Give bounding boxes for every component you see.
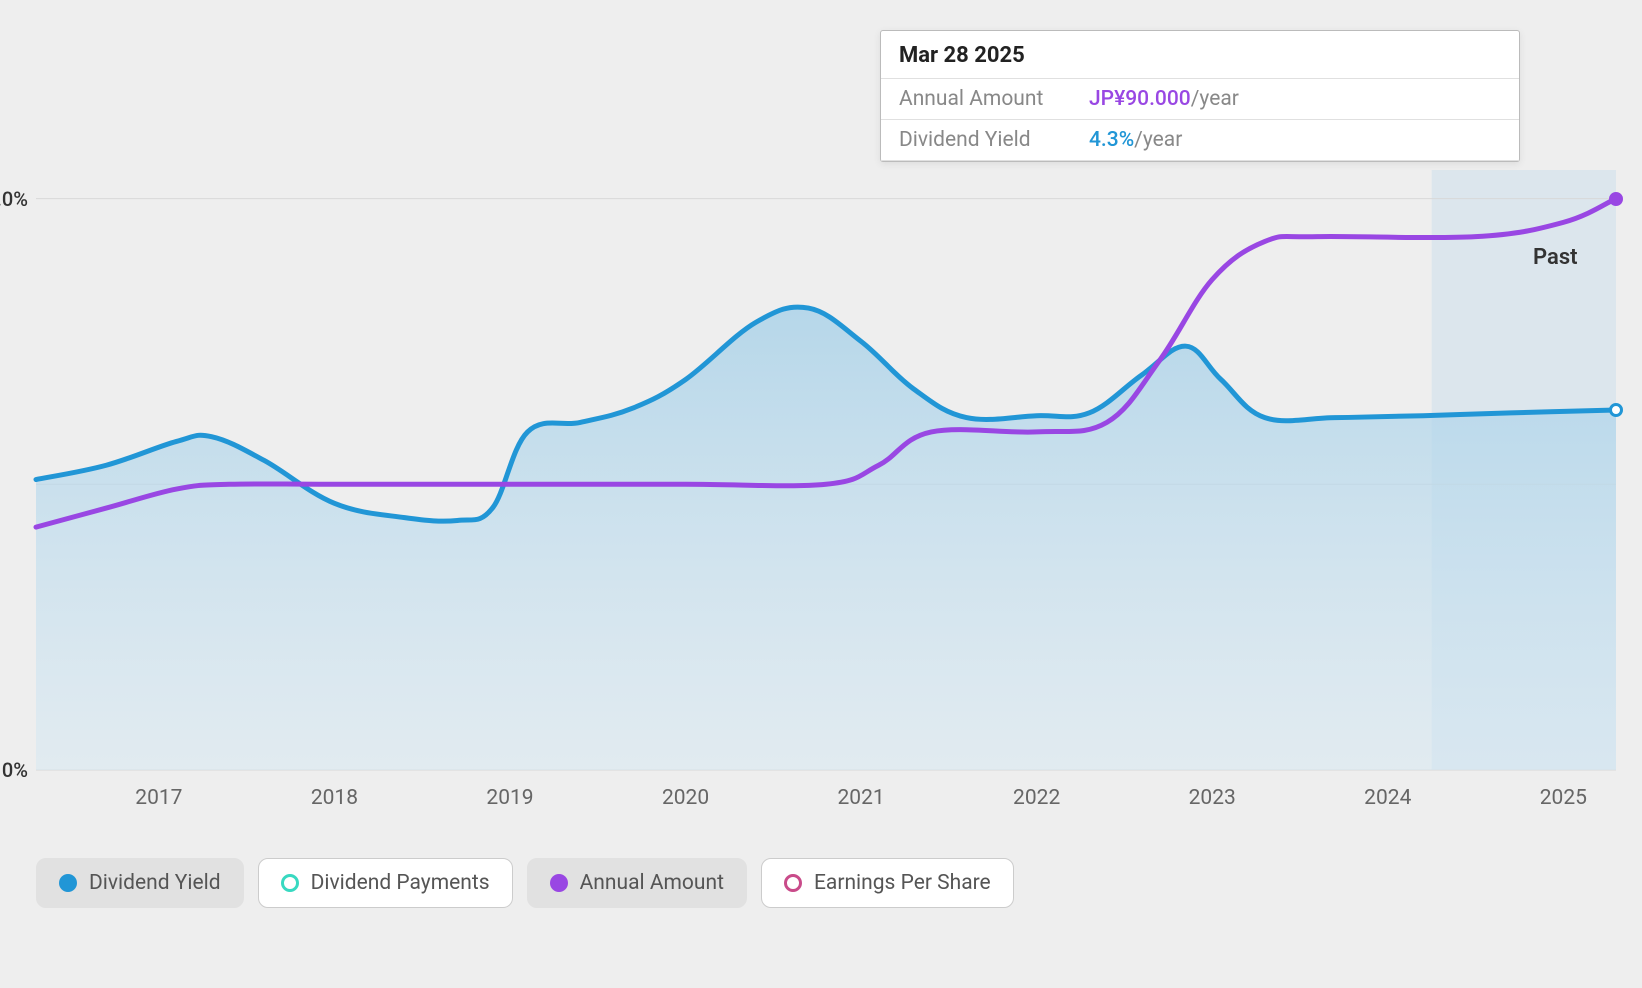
dividend-yield-area — [36, 307, 1616, 770]
x-axis-label: 2022 — [1013, 786, 1060, 810]
tooltip-date: Mar 28 2025 — [881, 31, 1519, 78]
x-axis-label: 2021 — [838, 786, 885, 810]
legend-item-dividend-yield[interactable]: Dividend Yield — [36, 858, 244, 908]
y-axis-label: 6.0% — [0, 187, 28, 211]
legend-item-earnings-per-share[interactable]: Earnings Per Share — [761, 858, 1014, 908]
legend-label: Dividend Payments — [311, 871, 490, 895]
legend-marker — [281, 874, 299, 892]
x-axis-label: 2023 — [1189, 786, 1236, 810]
x-axis-label: 2017 — [135, 786, 182, 810]
legend-marker — [550, 874, 568, 892]
tooltip-value: 4.3% — [1089, 128, 1134, 152]
x-axis-label: 2020 — [662, 786, 709, 810]
tooltip-key: Annual Amount — [899, 87, 1089, 111]
tooltip-value: JP¥90.000 — [1089, 87, 1191, 111]
legend-item-dividend-payments[interactable]: Dividend Payments — [258, 858, 513, 908]
chart-svg — [36, 170, 1616, 770]
dividend-yield-end-marker — [1609, 403, 1623, 417]
tooltip-unit: /year — [1191, 87, 1239, 111]
tooltip-row: Dividend Yield4.3%/year — [881, 119, 1519, 161]
legend-item-annual-amount[interactable]: Annual Amount — [527, 858, 747, 908]
legend-marker — [784, 874, 802, 892]
y-axis-label: 0% — [2, 758, 28, 782]
tooltip-unit: /year — [1134, 128, 1182, 152]
legend-label: Dividend Yield — [89, 871, 221, 895]
tooltip-key: Dividend Yield — [899, 128, 1089, 152]
tooltip-row: Annual AmountJP¥90.000/year — [881, 78, 1519, 119]
x-axis-label: 2025 — [1540, 786, 1587, 810]
x-axis-label: 2018 — [311, 786, 358, 810]
chart-plot-area: 0%6.0% 201720182019202020212022202320242… — [36, 170, 1616, 770]
chart-legend: Dividend Yield Dividend Payments Annual Am… — [36, 858, 1014, 908]
legend-marker — [59, 874, 77, 892]
chart-tooltip: Mar 28 2025 Annual AmountJP¥90.000/yearD… — [880, 30, 1520, 162]
past-band-label: Past — [1533, 245, 1578, 270]
annual-amount-end-marker — [1609, 192, 1623, 206]
legend-label: Earnings Per Share — [814, 871, 991, 895]
x-axis-label: 2024 — [1364, 786, 1411, 810]
x-axis-label: 2019 — [486, 786, 533, 810]
legend-label: Annual Amount — [580, 871, 724, 895]
